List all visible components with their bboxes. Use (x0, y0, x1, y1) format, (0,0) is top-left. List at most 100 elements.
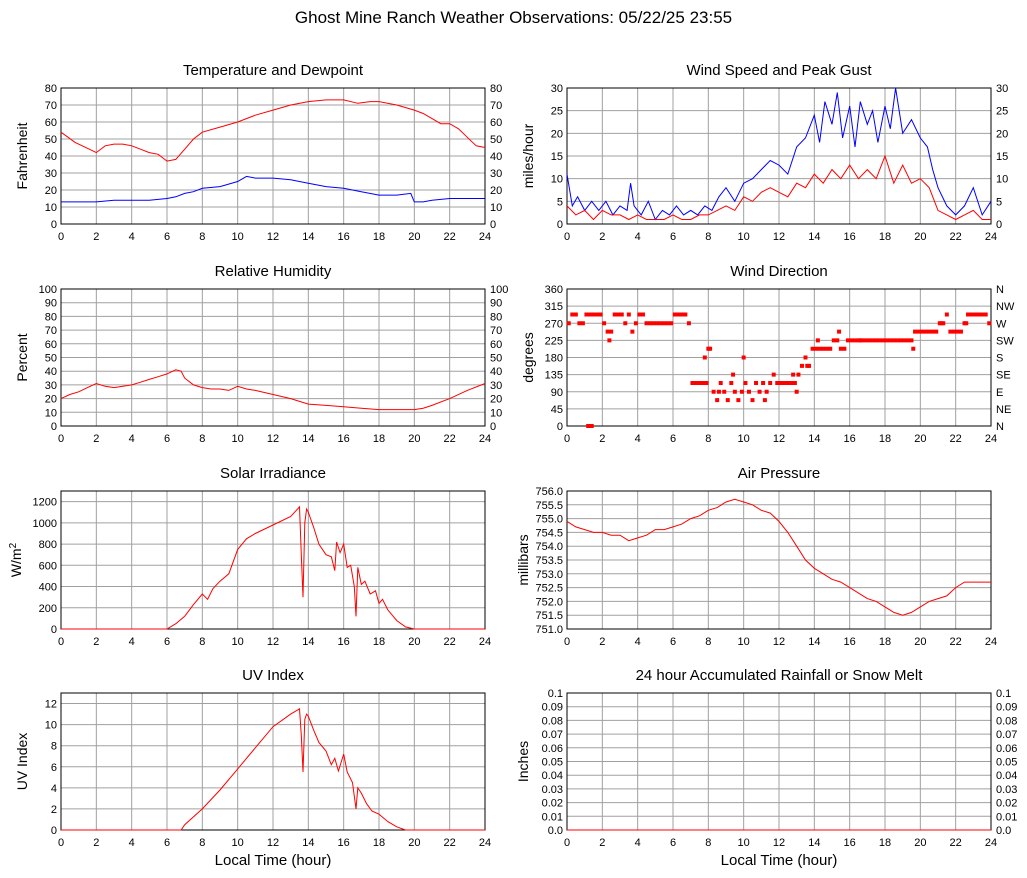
wind-xtick-label: 18 (879, 231, 891, 243)
temp-xtick-label: 24 (479, 231, 491, 243)
winddir-point (785, 380, 790, 385)
winddir-point (895, 338, 900, 343)
pressure-xtick-label: 22 (950, 636, 962, 648)
winddir-point (891, 338, 896, 343)
humidity-xtick-label: 18 (373, 433, 385, 445)
humidity-xtick-label: 12 (267, 433, 279, 445)
wind-xtick-label: 2 (599, 231, 605, 243)
uv-xtick-label: 16 (338, 837, 350, 849)
winddir-ytick-label: 0 (557, 421, 563, 433)
winddir-point (570, 312, 575, 317)
rain-xtick-label: 24 (985, 837, 997, 849)
winddir-point (584, 312, 589, 317)
uv-xtick-label: 4 (129, 837, 135, 849)
winddir-point (736, 398, 741, 403)
temp-series-line-0 (60, 99, 486, 162)
humidity-ylabel: Percent (14, 333, 30, 381)
winddir-point (640, 312, 645, 317)
winddir-point (739, 389, 744, 394)
pressure-title: Air Pressure (738, 465, 821, 482)
humidity-ytick-label: 90 (45, 298, 57, 310)
temp-ytick-label: 50 (45, 134, 57, 146)
winddir-point (566, 321, 571, 326)
winddir-point (595, 312, 600, 317)
rain-xtick-label: 10 (738, 837, 750, 849)
winddir-xtick-label: 18 (879, 433, 891, 445)
winddir-xtick-label: 4 (635, 433, 641, 445)
winddir-point (877, 338, 882, 343)
winddir-point (958, 329, 963, 334)
winddir-point (828, 346, 833, 351)
winddir-point (743, 380, 748, 385)
pressure-ytick-label: 755.5 (535, 500, 563, 512)
winddir-point (655, 321, 660, 326)
wind-right-tick-label: 0 (996, 219, 1002, 231)
humidity-right-tick-label: 0 (490, 421, 496, 433)
humidity-ytick-label: 50 (45, 353, 57, 365)
pressure-xtick-label: 6 (670, 636, 676, 648)
humidity-ytick-label: 10 (45, 407, 57, 419)
humidity-xtick-label: 22 (444, 433, 456, 445)
winddir-point (591, 312, 596, 317)
winddir-point (789, 380, 794, 385)
uv-xtick-label: 0 (58, 837, 64, 849)
winddir-xtick-label: 0 (564, 433, 570, 445)
uv-ytick-label: 4 (51, 783, 57, 795)
pressure-ytick-label: 753.5 (535, 555, 563, 567)
winddir-point (810, 346, 815, 351)
uv-xtick-label: 20 (408, 837, 420, 849)
winddir-right-tick-label: S (996, 353, 1003, 365)
wind-right-tick-label: 15 (996, 151, 1008, 163)
pressure-ytick-label: 754.5 (535, 527, 563, 539)
humidity-right-tick-label: 30 (490, 380, 502, 392)
temp-ytick-label: 70 (45, 100, 57, 112)
winddir-point (771, 372, 776, 377)
rain-ytick-label: 0.03 (542, 784, 563, 796)
wind-xtick-label: 0 (564, 231, 570, 243)
humidity-xtick-label: 10 (232, 433, 244, 445)
winddir-point (598, 312, 603, 317)
winddir-point (725, 398, 730, 403)
winddir-point (701, 380, 706, 385)
winddir-point (831, 338, 836, 343)
rain-right-tick-label: 0.09 (996, 702, 1017, 714)
wind-right-tick-label: 25 (996, 106, 1008, 118)
solar-xtick-label: 24 (479, 636, 491, 648)
winddir-point (824, 346, 829, 351)
rain-right-tick-label: 0.0 (996, 825, 1011, 837)
winddir-point (838, 346, 843, 351)
solar-title: Solar Irradiance (220, 465, 326, 482)
winddir-point (722, 389, 727, 394)
humidity-right-tick-label: 10 (490, 407, 502, 419)
winddir-right-tick-label: SE (996, 370, 1011, 382)
wind-ytick-label: 10 (551, 174, 563, 186)
wind-ytick-label: 5 (557, 196, 563, 208)
winddir-point (580, 321, 585, 326)
winddir-point (884, 338, 889, 343)
temp-xtick-label: 16 (338, 231, 350, 243)
pressure-series-line-0 (566, 498, 991, 616)
pressure-xtick-label: 2 (599, 636, 605, 648)
winddir-point (782, 380, 787, 385)
humidity-xtick-label: 14 (302, 433, 314, 445)
winddir-point (750, 398, 755, 403)
solar-ytick-label: 600 (39, 560, 57, 572)
temp-ytick-label: 80 (45, 83, 57, 95)
wind-right-tick-label: 5 (996, 196, 1002, 208)
rain-ytick-label: 0.05 (542, 757, 563, 769)
rain-right-tick-label: 0.05 (996, 757, 1017, 769)
solar-ytick-label: 800 (39, 539, 57, 551)
solar-xtick-label: 8 (199, 636, 205, 648)
pressure-xtick-label: 8 (705, 636, 711, 648)
uv-xtick-label: 18 (373, 837, 385, 849)
rain-xtick-label: 8 (705, 837, 711, 849)
rain-xtick-label: 16 (844, 837, 856, 849)
rain-right-tick-label: 0.04 (996, 770, 1017, 782)
winddir-point (799, 363, 804, 368)
winddir-point (976, 312, 981, 317)
solar-ytick-label: 1000 (33, 518, 57, 530)
wind-xtick-label: 12 (773, 231, 785, 243)
winddir-point (913, 329, 918, 334)
uv-xtick-label: 14 (302, 837, 314, 849)
pressure-ytick-label: 752.5 (535, 583, 563, 595)
